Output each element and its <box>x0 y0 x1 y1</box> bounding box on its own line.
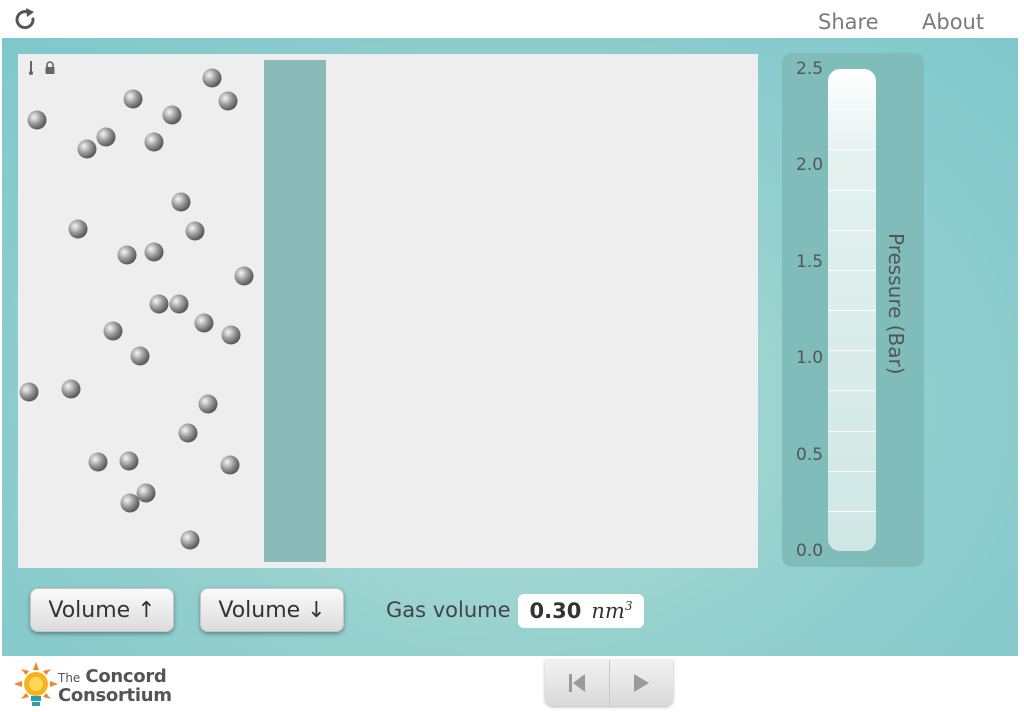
gas-volume-unit: nm3 <box>591 599 633 623</box>
pressure-tick-line <box>828 229 876 231</box>
molecule <box>120 493 140 513</box>
gas-volume-value: 0.30 <box>529 599 582 623</box>
pressure-tube <box>828 69 876 551</box>
piston[interactable] <box>264 60 326 562</box>
pressure-tick-label: 1.0 <box>796 348 824 369</box>
molecule <box>88 452 108 472</box>
molecule <box>178 423 198 443</box>
volume-down-button[interactable]: Volume ↓ <box>200 588 344 632</box>
molecule <box>198 394 218 414</box>
play-button[interactable] <box>608 660 674 706</box>
molecule <box>194 313 214 333</box>
logo-concord: Concord <box>85 666 167 687</box>
reload-icon[interactable] <box>14 8 38 32</box>
pressure-tick-label: 0.5 <box>796 444 824 465</box>
footer: The Concord Consortium <box>0 656 1024 712</box>
molecule <box>144 242 164 262</box>
reset-icon <box>568 674 585 692</box>
molecule <box>123 89 143 109</box>
molecule <box>130 346 150 366</box>
pressure-gauge: 0.0 0.5 1.0 1.5 2.0 2.5 Pressure (Bar) <box>782 53 924 567</box>
molecule <box>27 110 47 130</box>
pressure-tick-line <box>828 149 876 151</box>
about-link[interactable]: About <box>922 10 985 34</box>
share-link[interactable]: Share <box>818 10 879 34</box>
molecule <box>136 483 156 503</box>
molecules-layer <box>19 68 254 550</box>
concord-bulb-icon[interactable] <box>14 662 58 708</box>
molecule <box>234 266 254 286</box>
logo-consortium: Consortium <box>58 685 172 706</box>
thermometer-icon[interactable] <box>26 60 36 76</box>
pressure-tick-line <box>828 510 876 512</box>
pressure-tick-label: 2.0 <box>796 155 824 176</box>
pressure-tick-line <box>828 189 876 191</box>
molecule <box>221 325 241 345</box>
reset-button[interactable] <box>545 660 609 706</box>
molecule <box>169 294 189 314</box>
molecule <box>61 379 81 399</box>
gas-volume-label: Gas volume <box>386 598 511 622</box>
pressure-tick-line <box>828 310 876 311</box>
logo-the: The <box>58 671 81 685</box>
molecule <box>117 245 137 265</box>
pressure-tick-line <box>828 269 876 271</box>
gas-container <box>18 54 758 568</box>
pressure-tick-label: 0.0 <box>796 541 824 561</box>
pressure-tick-line <box>828 470 876 472</box>
pressure-tick-line <box>828 350 876 352</box>
molecule <box>202 68 222 88</box>
concord-logo[interactable]: The Concord Consortium <box>58 666 172 706</box>
volume-up-button[interactable]: Volume ↑ <box>30 588 174 632</box>
molecule <box>119 451 139 471</box>
molecule <box>218 91 238 111</box>
molecule <box>96 127 116 147</box>
pressure-tick-line <box>828 109 876 111</box>
gas-volume-readout: 0.30 nm3 <box>518 594 644 628</box>
pressure-tick-line <box>828 430 876 432</box>
molecule <box>68 219 88 239</box>
pressure-tick-label: 2.5 <box>796 59 824 79</box>
molecule <box>149 294 169 314</box>
molecule <box>162 105 182 125</box>
lock-icon[interactable] <box>44 61 56 75</box>
top-bar: Share About <box>0 0 1024 38</box>
molecule <box>144 132 164 152</box>
simulation-panel: 0.0 0.5 1.0 1.5 2.0 2.5 Pressure (Bar) Volume… <box>2 38 1018 656</box>
molecule <box>103 321 123 341</box>
pressure-tick-label: 1.5 <box>796 251 824 272</box>
molecule <box>180 530 200 550</box>
playback-controls <box>545 660 673 706</box>
pressure-gauge-title: Pressure (Bar) <box>884 233 908 375</box>
molecule <box>185 221 205 241</box>
pressure-tick-line <box>828 390 876 392</box>
molecule <box>171 192 191 212</box>
molecule <box>77 139 97 159</box>
molecule <box>220 455 240 475</box>
molecule <box>19 382 39 402</box>
container-icons <box>26 60 56 76</box>
play-icon <box>634 674 650 692</box>
